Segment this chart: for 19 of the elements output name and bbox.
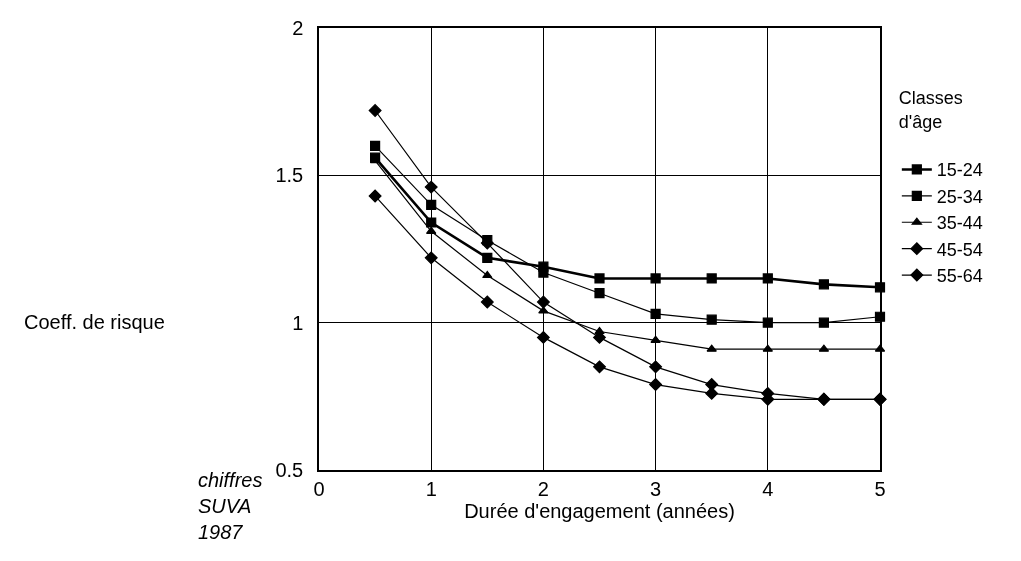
y-tick-label: 1 [292,311,304,334]
x-tick-label: 5 [874,477,886,500]
text: Coeff. de risque [24,311,165,333]
x-tick-label: 2 [537,477,549,500]
legend-label: 55-64 [936,266,983,287]
legend-label: 35-44 [936,213,983,234]
legend-label: 15-24 [936,160,983,181]
legend-label: 25-34 [936,186,983,207]
x-tick-label: 4 [762,477,774,500]
x-tick-label: 0 [313,477,325,500]
x-tick-label: 1 [425,477,437,500]
y-tick-label: 2 [292,17,304,39]
text: chiffres SUVA 1987 [198,469,263,543]
x-axis-title: Durée d'engagement (années) [464,499,735,522]
legend-title: Classes d'âge [898,88,963,132]
legend-label: 45-54 [936,239,983,260]
y-tick-label: 0.5 [275,459,304,481]
x-tick-label: 3 [650,477,662,500]
y-tick-label: 1.5 [275,164,304,187]
